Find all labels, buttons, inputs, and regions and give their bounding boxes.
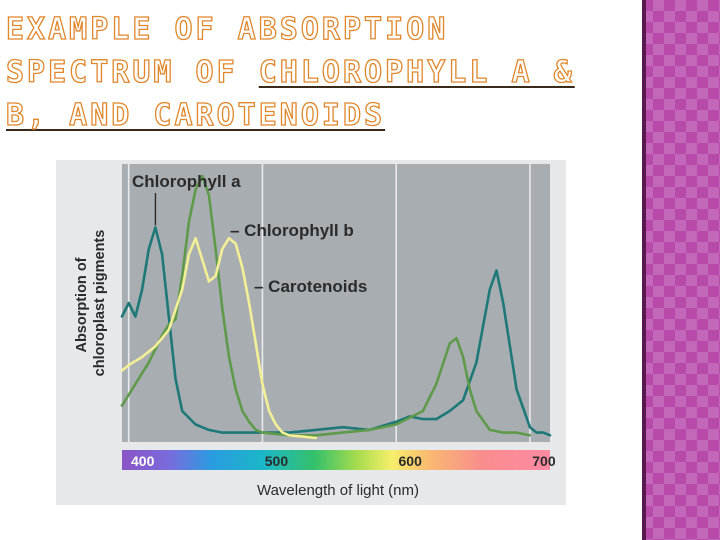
x-tick-label-500: 500 <box>265 453 289 469</box>
series-chlorophyll-b <box>120 174 532 437</box>
series-chlorophyll-a <box>120 226 552 437</box>
slide-title: EXAMPLE OF ABSORPTION SPECTRUM OF CHLORO… <box>5 8 636 137</box>
series-layer <box>120 174 552 440</box>
x-tick-label-700: 700 <box>532 453 556 469</box>
visible-spectrum-bar <box>122 450 550 470</box>
plot-area <box>122 164 550 442</box>
slide-title-link[interactable]: CHLOROPHYLL A & B, AND CAROTENOIDS <box>5 54 575 133</box>
annotation-chlorophyll-b: – Chlorophyll b <box>230 221 354 240</box>
side-band-edge <box>642 0 646 540</box>
annotation-layer: Chlorophyll a – Chlorophyll b – Caroteno… <box>132 172 367 296</box>
x-axis-label: Wavelength of light (nm) <box>257 482 419 499</box>
slide-title-prefix: EXAMPLE OF ABSORPTION SPECTRUM OF <box>5 11 449 90</box>
annotation-chlorophyll-a: Chlorophyll a <box>132 172 241 191</box>
absorption-spectrum-chart: Chlorophyll a – Chlorophyll b – Caroteno… <box>56 160 566 505</box>
x-tick-label-600: 600 <box>399 453 423 469</box>
annotation-carotenoids: – Carotenoids <box>254 277 367 296</box>
series-carotenoids <box>120 236 318 440</box>
y-axis-label-line-2: chloroplast pigments <box>92 230 108 377</box>
x-tick-label-400: 400 <box>131 453 155 469</box>
y-axis-label-line-1: Absorption of <box>74 257 90 352</box>
decorative-side-band <box>642 0 720 540</box>
x-tick-labels: 400 500 600 700 <box>131 453 556 469</box>
y-axis-label: Absorption of chloroplast pigments <box>74 230 108 377</box>
